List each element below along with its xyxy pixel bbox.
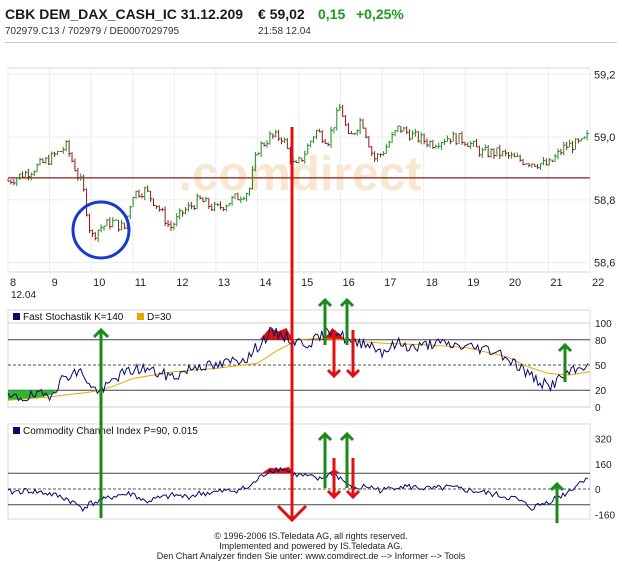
x-tick-label: 11 [135,277,146,289]
cci-panel: Commodity Channel Index P=90, 0.015 320 16… [7,423,615,521]
stochastic-y-tick: 80 [595,336,607,347]
x-tick-label: 17 [384,277,396,289]
cci-y-tick: -160 [595,510,615,521]
stochastic-down-arrow-head [326,368,342,379]
stochastic-y-tick: 20 [595,386,607,397]
copyright-line: © 1996-2006 IS.Teledata AG, all rights r… [214,531,408,541]
x-tick-label: 21 [550,277,562,289]
stochastic-y-tick: 100 [595,319,612,330]
stochastic-legend-swatch [13,313,20,320]
header-divider [5,42,617,43]
y-tick-label: 59,2 [594,69,615,81]
x-tick-label: 16 [343,277,355,289]
x-tick-label: 8 [10,277,16,289]
stochastic-y-tick: 0 [595,403,601,414]
cci-legend-label: Commodity Channel Index P=90, 0.015 [23,426,198,437]
highlight-circle [71,200,131,260]
stochastic-legend-label: Fast Stochastik K=140 [23,312,124,323]
cci-line [7,466,588,512]
implemented-line: Implemented and powered by IS.Teledata A… [219,541,403,551]
cci-up-arrow-head [317,431,333,442]
cci-y-tick: 320 [595,435,612,446]
stochastic-down-arrow-head [345,368,361,379]
x-tick-label: 10 [93,277,105,289]
x-tick-label: 19 [467,277,479,289]
cci-down-arrow-head [345,489,361,500]
cci-up-arrow-head [549,481,565,492]
stochastic-y-tick: 50 [595,361,607,372]
quote-timestamp: 21:58 12.04 [258,26,311,37]
x-date-label: 12.04 [11,290,36,301]
stochastic-panel: Fast Stochastik K=140 D=30 100 80 50 20 0 [7,309,612,414]
signal-legend-label: D=30 [147,312,172,323]
annotations [71,127,573,523]
stochastic-up-arrow-head [317,297,333,308]
cci-y-tick: 160 [595,460,612,471]
cci-frame [7,423,591,520]
x-tick-label: 14 [259,277,271,289]
cci-y-tick: 0 [595,485,601,496]
x-tick-label: 20 [509,277,521,289]
x-tick-label: 12 [176,277,188,289]
chart-analyzer-link[interactable]: Den Chart Analyzer finden Sie unter: www… [156,551,466,561]
x-tick-label: 15 [301,277,313,289]
cci-up-arrow-head [339,431,355,442]
signal-legend-swatch [137,313,144,320]
comdirect-watermark: .comdirect [179,148,422,201]
stochastic-up-arrow-head [339,297,355,308]
x-tick-label: 22 [592,277,604,289]
y-tick-label: 58,6 [594,258,615,270]
price-change-percent: +0,25% [356,6,404,22]
cci-down-arrow-head [326,489,342,500]
price-change: 0,15 [318,6,346,22]
stochastic-up-arrow-head [557,342,573,353]
cci-overbought-fill [261,466,295,474]
stochastic-line [7,326,589,402]
y-tick-label: 59,0 [594,132,615,144]
cci-legend-swatch [13,427,20,434]
instrument-identifiers: 702979.C13 / 702979 / DE0007029795 [5,26,180,37]
signal-line [7,337,591,401]
y-tick-label: 58,8 [594,195,615,207]
x-tick-label: 18 [426,277,438,289]
buy-signal-arrow-head [92,327,110,339]
x-tick-label: 13 [218,277,230,289]
last-price: € 59,02 [258,6,305,22]
sell-signal-arrow-head [276,504,308,523]
instrument-title: CBK DEM_DAX_CASH_IC 31.12.209 [5,6,244,22]
x-tick-label: 9 [52,277,58,289]
